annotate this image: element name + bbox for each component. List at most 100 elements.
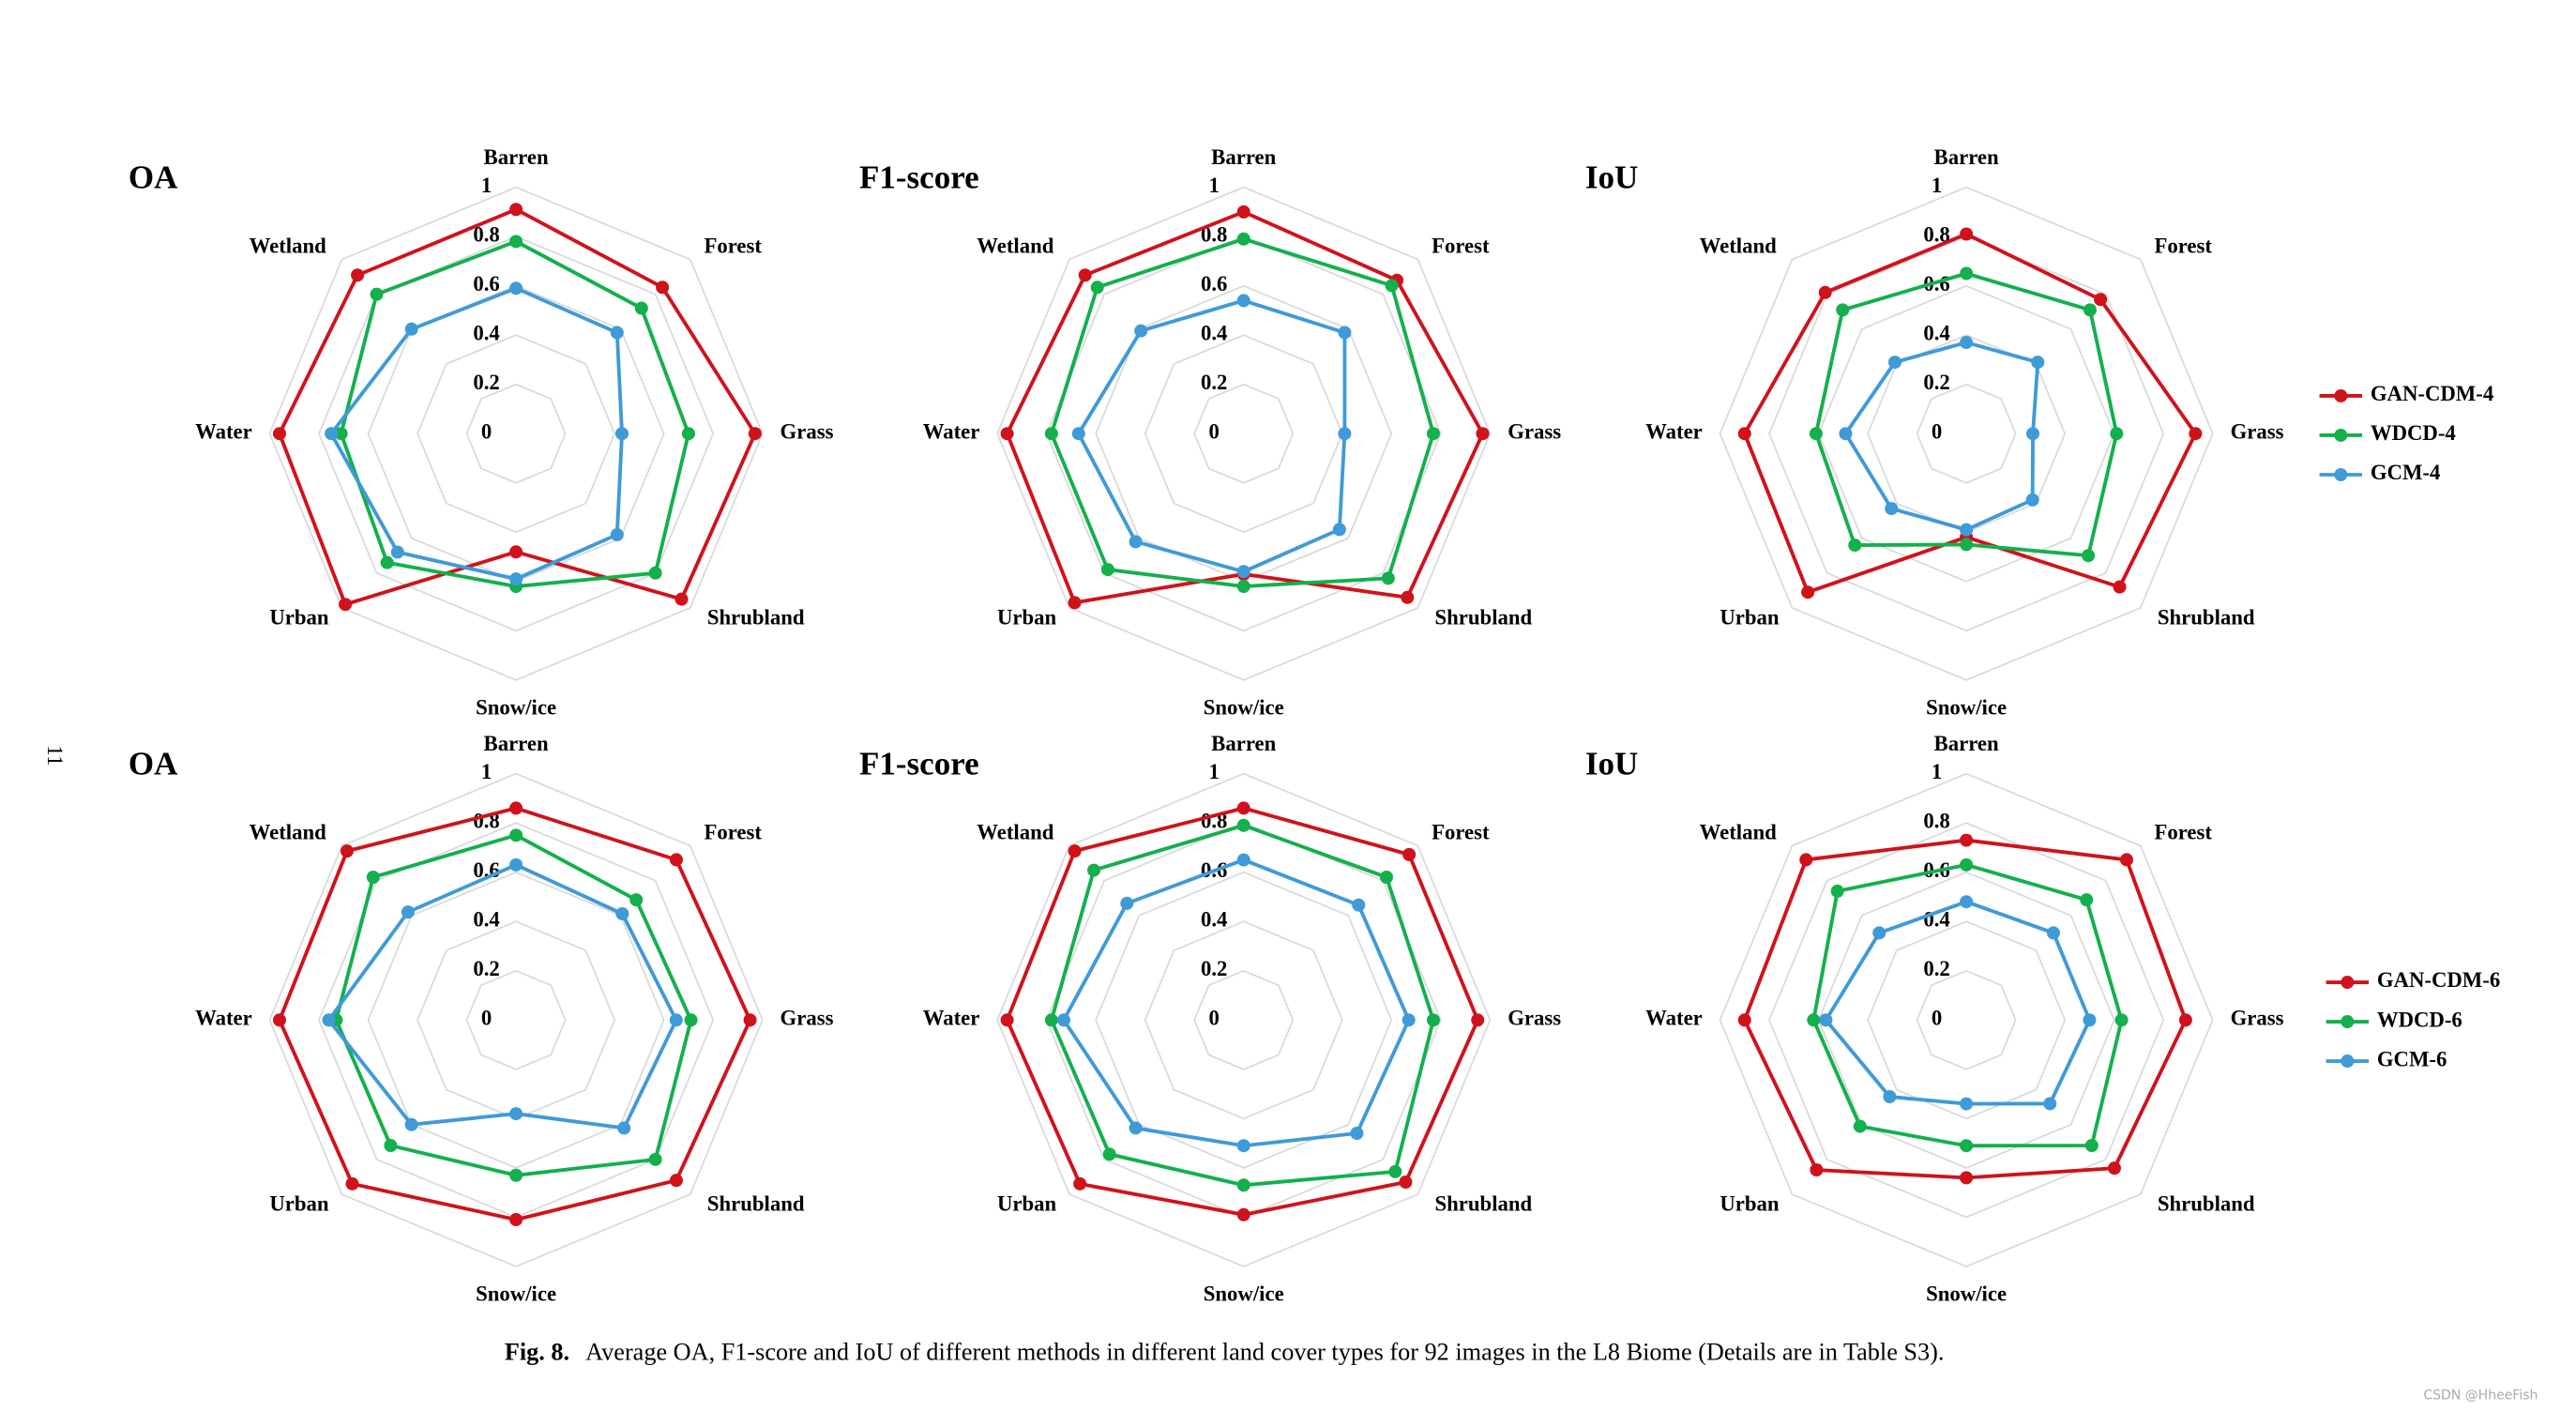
chart-title: IoU	[1585, 746, 1638, 782]
category-label: Grass	[2231, 1007, 2284, 1030]
category-label: Urban	[1720, 605, 1780, 629]
tick-label: 0	[481, 1007, 492, 1030]
data-point	[1476, 427, 1490, 441]
chart-title: IoU	[1585, 159, 1638, 196]
legend-label: WDCD-4	[2371, 421, 2456, 445]
data-point	[1960, 227, 1974, 241]
chart-title: OA	[129, 746, 178, 782]
data-point	[629, 893, 644, 907]
grid-ring	[1719, 186, 2214, 681]
category-label: Wetland	[977, 821, 1054, 844]
grid-ring	[1768, 822, 2165, 1219]
data-point	[1885, 502, 1899, 516]
data-point	[1818, 285, 1832, 299]
category-label: Wetland	[977, 235, 1054, 258]
data-point	[1819, 1013, 1833, 1027]
grid-ring	[1817, 871, 2115, 1169]
data-point	[1960, 1171, 1974, 1185]
data-point	[1102, 1147, 1116, 1161]
grid-ring	[1867, 920, 2067, 1120]
data-point	[2110, 427, 2124, 441]
data-point	[617, 1121, 631, 1135]
data-point	[1000, 1013, 1014, 1027]
category-label: Snow/ice	[1926, 1282, 2007, 1306]
data-point	[1236, 232, 1250, 246]
legend-marker	[2334, 388, 2348, 402]
category-label: Shrubland	[1434, 605, 1532, 629]
grid-ring	[367, 871, 665, 1169]
data-point	[2025, 493, 2039, 507]
data-point	[2119, 853, 2133, 867]
grid-ring	[1193, 969, 1295, 1070]
data-point	[1120, 896, 1134, 910]
category-label: Water	[195, 1007, 252, 1030]
grid-ring	[417, 334, 616, 534]
legend-marker	[2334, 428, 2348, 442]
series-line	[1005, 209, 1485, 605]
data-point	[1801, 585, 1815, 599]
data-point	[380, 555, 394, 569]
grid-ring	[417, 920, 616, 1120]
data-point	[1087, 863, 1101, 877]
tick-label: 0.6	[1201, 272, 1227, 296]
data-point	[509, 545, 523, 559]
data-point	[1737, 1013, 1751, 1027]
legend-marker	[2341, 976, 2355, 990]
data-point	[1872, 926, 1887, 940]
tick-label: 0.2	[473, 371, 499, 394]
data-point	[1380, 871, 1394, 885]
data-point	[1960, 1139, 1974, 1153]
category-label: Forest	[2154, 821, 2212, 844]
category-label: Water	[923, 1007, 980, 1030]
data-point	[1057, 1013, 1071, 1027]
data-point	[1836, 303, 1850, 317]
grid-ring	[1045, 235, 1442, 632]
category-label: Water	[1645, 419, 1703, 443]
tick-label: 0.4	[1923, 321, 1949, 344]
tick-label: 0	[1932, 1007, 1942, 1030]
category-label: Grass	[1508, 419, 1561, 443]
data-point	[1807, 1013, 1821, 1027]
data-point	[2107, 1161, 2121, 1176]
data-point	[366, 871, 380, 885]
data-point	[1853, 1119, 1867, 1133]
grid-ring	[1916, 969, 2017, 1070]
grid-ring	[1768, 235, 2165, 632]
legend-label: GCM-4	[2371, 461, 2441, 484]
category-label: Barren	[1934, 145, 1999, 169]
category-label: Urban	[269, 1191, 329, 1215]
data-point	[272, 1013, 286, 1027]
data-point	[2189, 427, 2203, 441]
tick-label: 1	[1209, 174, 1220, 197]
category-label: Grass	[780, 419, 834, 443]
data-point	[648, 566, 662, 580]
grid-ring	[996, 772, 1492, 1267]
data-point	[509, 572, 523, 586]
data-point	[1960, 833, 1974, 847]
category-label: Urban	[269, 605, 329, 629]
category-label: Wetland	[1700, 235, 1778, 258]
data-point	[1236, 294, 1250, 308]
data-point	[334, 427, 348, 441]
data-point	[1073, 1176, 1087, 1191]
page-number: 11	[43, 745, 67, 766]
category-label: Barren	[1211, 732, 1276, 755]
data-point	[2083, 1013, 2097, 1027]
data-point	[669, 1013, 683, 1027]
category-label: Shrubland	[1434, 1191, 1532, 1215]
data-point	[1332, 523, 1346, 537]
category-label: Shrubland	[2158, 605, 2255, 629]
tick-label: 0	[1932, 419, 1942, 443]
data-point	[1737, 427, 1751, 441]
tick-label: 0.4	[1201, 907, 1227, 931]
category-label: Wetland	[250, 235, 327, 258]
grid-ring	[1719, 772, 2214, 1267]
data-point	[1044, 427, 1058, 441]
data-point	[1236, 1178, 1250, 1192]
grid-ring	[1144, 920, 1343, 1120]
category-label: Forest	[704, 821, 762, 844]
category-label: Grass	[780, 1007, 834, 1030]
tick-label: 0.2	[1201, 957, 1227, 980]
category-label: Snow/ice	[1926, 696, 2007, 720]
